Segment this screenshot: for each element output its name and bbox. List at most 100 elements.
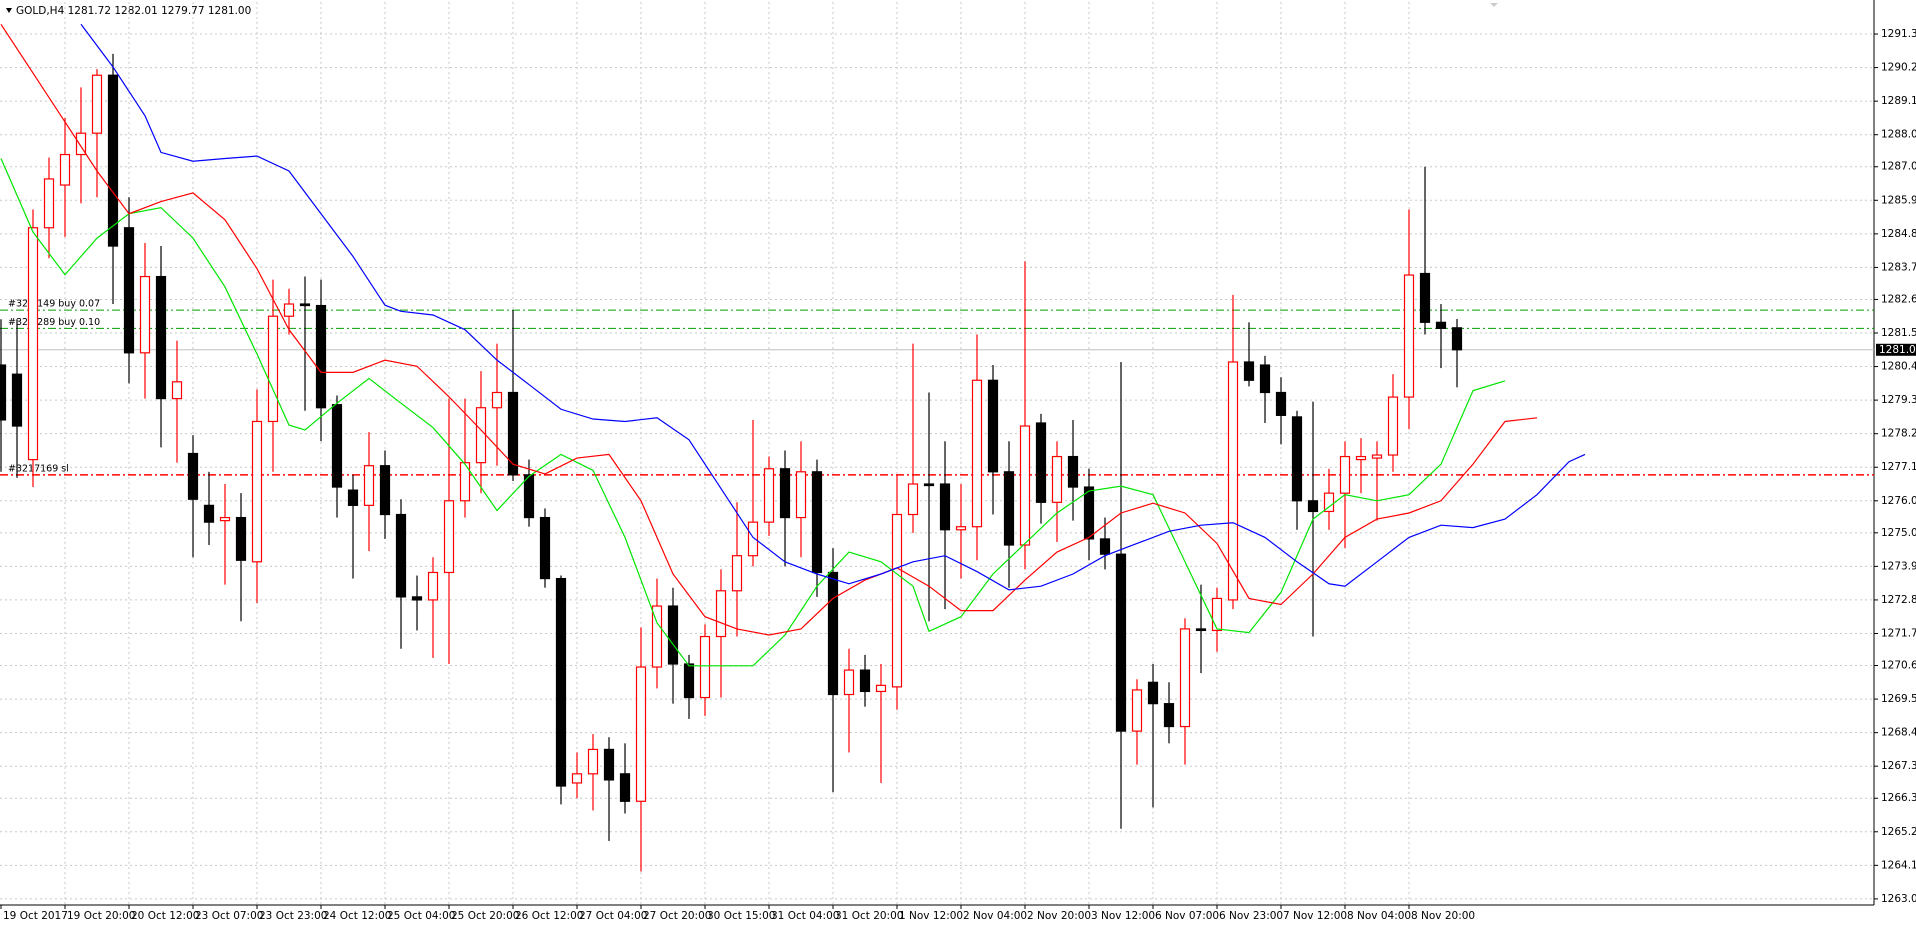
candle-body (715, 590, 727, 638)
x-tick-label: 19 Oct 20:00 (67, 910, 135, 922)
candle-body (11, 373, 23, 427)
y-tick-label: 1287.00 (1881, 161, 1916, 173)
candle-body (0, 364, 7, 421)
candle-body (155, 275, 167, 400)
indicator-line (80, 23, 1586, 591)
y-tick-label: 1284.80 (1881, 228, 1916, 240)
candle-body (459, 462, 471, 502)
candle-body (299, 303, 311, 307)
x-tick-label: 8 Nov 20:00 (1411, 910, 1475, 922)
candle-body (811, 471, 823, 574)
y-tick-label: 1281.55 (1881, 327, 1916, 339)
x-tick-label: 8 Nov 04:00 (1347, 910, 1411, 922)
candle-body (443, 500, 455, 574)
candle-body (1115, 553, 1127, 732)
collapse-arrow[interactable] (6, 8, 12, 13)
y-tick-label: 1283.70 (1881, 261, 1916, 273)
x-tick-label: 19 Oct 2017 (3, 910, 68, 922)
candle-body (1131, 689, 1143, 732)
candle-body (91, 74, 103, 134)
x-tick-label: 3 Nov 12:00 (1091, 910, 1155, 922)
candle-body (955, 526, 967, 531)
candle-body (171, 381, 183, 400)
candle-body (1163, 703, 1175, 728)
candle-body (475, 407, 487, 464)
candle-body (635, 666, 647, 802)
candle-body (571, 773, 583, 784)
candle-body (27, 227, 39, 461)
candle-body (283, 303, 295, 317)
candle-body (1323, 492, 1335, 513)
candle-body (411, 596, 423, 601)
y-tick-label: 1267.35 (1881, 760, 1916, 772)
candle-body (907, 483, 919, 516)
x-tick-label: 31 Oct 04:00 (771, 910, 839, 922)
candle-body (1211, 597, 1223, 632)
candle-body (59, 153, 71, 186)
candle-body (363, 465, 375, 506)
x-tick-label: 24 Oct 12:00 (323, 910, 391, 922)
candle-body (1147, 681, 1159, 705)
candle-body (939, 483, 951, 531)
candle-body (603, 748, 615, 781)
candle-body (315, 304, 327, 409)
y-tick-label: 1269.55 (1881, 693, 1916, 705)
x-tick-label: 23 Oct 07:00 (195, 910, 263, 922)
candle-body (1035, 422, 1047, 503)
candle-body (795, 471, 807, 519)
candle-body (523, 474, 535, 519)
order-label: #322 149 buy 0.07 (8, 299, 100, 310)
x-tick-label: 25 Oct 20:00 (451, 910, 519, 922)
candle-body (267, 315, 279, 423)
candle-body (1403, 274, 1415, 398)
candle-body (491, 391, 503, 409)
shift-marker (1490, 3, 1498, 7)
candle-body (875, 684, 887, 693)
candle-body (667, 605, 679, 665)
candle-body (1195, 628, 1207, 632)
candle-body (619, 773, 631, 802)
candle-body (1179, 628, 1191, 728)
candle-body (1355, 455, 1367, 461)
y-tick-label: 1273.90 (1881, 560, 1916, 572)
candle-body (1051, 455, 1063, 503)
candle-body (427, 571, 439, 601)
x-tick-label: 27 Oct 04:00 (579, 910, 647, 922)
candle-body (1083, 486, 1095, 540)
candle-body (987, 379, 999, 473)
y-tick-label: 1266.30 (1881, 792, 1916, 804)
candle-body (1307, 500, 1319, 513)
x-tick-label: 6 Nov 23:00 (1219, 910, 1283, 922)
candle-body (1243, 361, 1255, 381)
y-tick-label: 1272.80 (1881, 594, 1916, 606)
candle-body (1099, 538, 1111, 555)
y-tick-label: 1285.90 (1881, 194, 1916, 206)
candle-body (539, 516, 551, 580)
y-tick-label: 1278.25 (1881, 428, 1916, 440)
candle-body (779, 468, 791, 519)
candle-body (75, 132, 87, 156)
x-tick-label: 2 Nov 04:00 (963, 910, 1027, 922)
candle-body (331, 404, 343, 488)
candle-body (1435, 321, 1447, 330)
y-tick-label: 1263.00 (1881, 893, 1916, 905)
candle-body (1339, 455, 1351, 494)
candle-body (1275, 391, 1287, 416)
x-tick-label: 25 Oct 04:00 (387, 910, 455, 922)
x-tick-label: 30 Oct 15:00 (707, 910, 775, 922)
candle-body (1419, 272, 1431, 323)
candle-body (43, 178, 55, 229)
y-tick-label: 1276.05 (1881, 495, 1916, 507)
bid-box (1876, 343, 1916, 356)
y-tick-label: 1264.10 (1881, 859, 1916, 871)
candle-body (683, 663, 695, 699)
y-tick-label: 1282.65 (1881, 293, 1916, 305)
candle-body (1259, 364, 1271, 394)
candle-body (859, 669, 871, 693)
bid-label: 1281.00 (1879, 344, 1916, 356)
x-tick-label: 31 Oct 20:00 (835, 910, 903, 922)
x-tick-label: 2 Nov 20:00 (1027, 910, 1091, 922)
y-tick-label: 1268.45 (1881, 727, 1916, 739)
x-tick-label: 7 Nov 12:00 (1283, 910, 1347, 922)
y-tick-label: 1279.35 (1881, 394, 1916, 406)
